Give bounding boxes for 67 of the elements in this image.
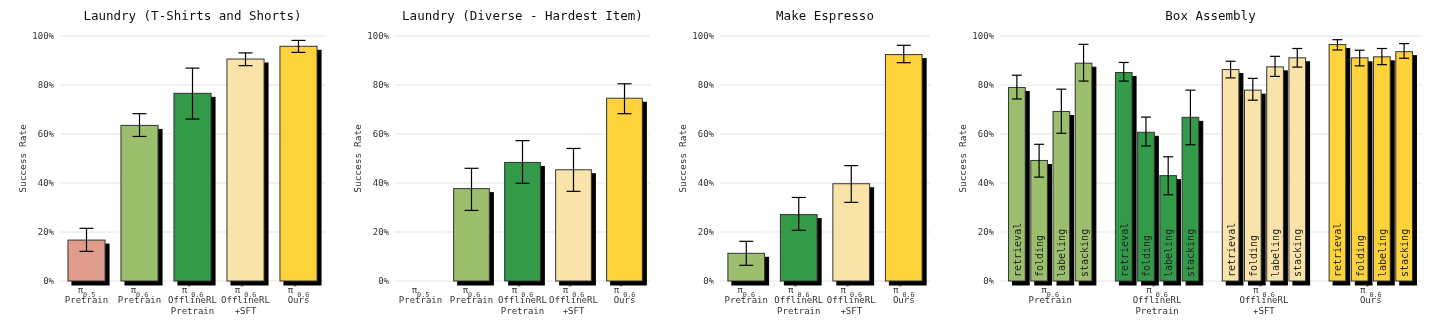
y-tick-label: 60%: [37, 129, 55, 140]
y-tick-label: 100%: [692, 31, 715, 42]
text: retrieval: [1225, 222, 1237, 277]
text: retrieval: [1332, 222, 1344, 277]
text: labeling: [1056, 228, 1068, 277]
y-tick-label: 100%: [972, 31, 995, 42]
y-tick-label: 80%: [37, 80, 55, 91]
series-label: folding: [1354, 234, 1366, 277]
y-tick-label: 40%: [977, 178, 995, 189]
bar: [504, 161, 541, 282]
bar: [832, 183, 871, 282]
bar: [120, 124, 159, 282]
text: folding: [1140, 234, 1152, 277]
y-tick-label: 60%: [977, 129, 995, 140]
y-tick-label: 0%: [43, 276, 55, 287]
x-tick-label: π$_{0.6}$ Pretrain: [117, 285, 162, 306]
bar: [727, 252, 766, 282]
y-axis-title: Success Rate: [352, 123, 363, 193]
y-tick-label: 40%: [697, 178, 715, 189]
series-label: retrieval: [1118, 222, 1130, 277]
bar: [453, 188, 490, 282]
y-tick-label: 60%: [697, 129, 715, 140]
bar: [226, 58, 265, 282]
y-tick-label: 60%: [372, 129, 390, 140]
chart-title: Make Espresso: [776, 8, 874, 23]
text: retrieval: [1011, 222, 1023, 277]
x-tick-label: π$_{0.6}$ Pretrain: [724, 285, 768, 306]
chart-title: Laundry (Diverse - Hardest Item): [402, 8, 643, 23]
y-tick-label: 20%: [372, 227, 390, 238]
y-tick-label: 80%: [697, 80, 715, 91]
x-tick-label: π$_{0.6}$ Pretrain: [1028, 285, 1072, 306]
y-tick-label: 20%: [697, 227, 715, 238]
y-tick-label: 20%: [37, 227, 55, 238]
text: labeling: [1376, 228, 1388, 277]
bar: [67, 239, 106, 282]
bar: [779, 214, 818, 282]
y-tick-label: 20%: [977, 227, 995, 238]
y-tick-label: 40%: [37, 178, 55, 189]
y-tick-label: 0%: [703, 276, 715, 287]
text: stacking: [1185, 228, 1197, 277]
y-tick-label: 0%: [983, 276, 995, 287]
series-label: stacking: [1078, 228, 1090, 277]
chart-title: Laundry (T-Shirts and Shorts): [83, 8, 302, 23]
bar: [606, 97, 643, 282]
bar: [555, 169, 592, 282]
text: folding: [1034, 234, 1046, 277]
text: labeling: [1270, 228, 1282, 277]
y-tick-label: 40%: [372, 178, 390, 189]
y-tick-label: 80%: [977, 80, 995, 91]
bar: [884, 54, 923, 282]
y-tick-label: 100%: [367, 31, 390, 42]
y-axis-title: Success Rate: [17, 123, 28, 193]
y-tick-label: 0%: [378, 276, 390, 287]
y-axis-title: Success Rate: [677, 123, 688, 193]
bar: [279, 45, 318, 282]
series-label: labeling: [1163, 228, 1175, 277]
text: stacking: [1399, 228, 1411, 277]
x-tick-label: π$_{0.6}$ Pretrain: [449, 285, 494, 306]
chart-title: Box Assembly: [1165, 8, 1257, 23]
x-tick-label: π$_{0.5}$ Pretrain: [398, 285, 443, 306]
y-tick-label: 100%: [32, 31, 55, 42]
text: folding: [1247, 234, 1259, 277]
text: stacking: [1292, 228, 1304, 277]
x-tick-label: π$_{0.5}$ Pretrain: [64, 285, 109, 306]
bar: [173, 92, 212, 282]
y-axis-title: Success Rate: [957, 123, 968, 193]
y-tick-label: 80%: [372, 80, 390, 91]
